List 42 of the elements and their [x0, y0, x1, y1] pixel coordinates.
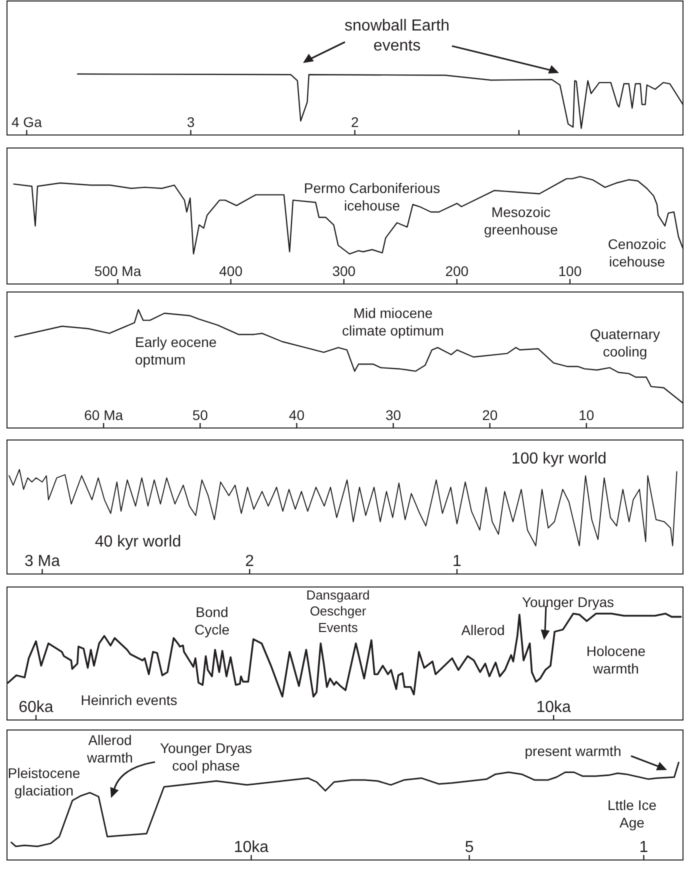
text: present warmth: [524, 742, 622, 759]
x-tick-label: 10ka: [536, 699, 572, 716]
x-tick-label: 500 Ma: [94, 263, 142, 279]
annotation: Mid miocene climate optimum: [342, 305, 444, 339]
annotation: Holocene warmth: [586, 643, 646, 677]
annotation: 40 kyr world: [94, 534, 182, 551]
annotation: Mesozoic greenhouse: [484, 204, 558, 238]
x-tick-label: 20: [482, 407, 498, 423]
x-tick-label: 30: [385, 407, 402, 423]
text: 100 kyr world: [511, 450, 607, 468]
annotation: Allerod: [461, 622, 505, 638]
x-tick-label: 1: [639, 839, 648, 856]
annotation: Bond Cycle: [194, 604, 230, 638]
annotation: Quaternary cooling: [590, 326, 660, 360]
annotation: Dansgaard Oeschger Events: [306, 587, 370, 635]
x-tick-label: 100: [558, 263, 582, 279]
annotation: Younger Dryas cool phase: [160, 740, 252, 774]
x-tick-label: 4 Ga: [12, 114, 42, 130]
x-tick-label: 3: [186, 114, 195, 130]
x-tick-label: 3 Ma: [24, 553, 60, 570]
annotation: Pleistocene glaciation: [8, 765, 80, 799]
annotation: Allerod warmth: [86, 732, 133, 766]
x-tick-label: 200: [445, 263, 469, 279]
x-tick-label: 50: [192, 407, 208, 423]
x-tick-label: 60 Ma: [84, 407, 124, 423]
x-tick-label: 1: [452, 553, 462, 570]
annotation: Cenozoic icehouse: [608, 236, 666, 270]
annotation: Heinrich events: [80, 692, 178, 708]
x-tick-label: 2: [350, 114, 359, 130]
x-tick-label: 60ka: [18, 699, 54, 716]
text: Younger Dryas: [522, 594, 614, 610]
x-tick-label: 40: [288, 407, 305, 423]
annotation: Lttle Ice Age: [607, 797, 657, 831]
x-tick-label: 5: [464, 839, 474, 856]
x-tick-label: 400: [219, 263, 243, 279]
annotation: Permo Carboniferious icehouse: [304, 180, 440, 214]
annotation: Early eocene optmum: [135, 334, 217, 368]
x-tick-label: 2: [245, 553, 254, 570]
text: snowball Earth events: [344, 18, 450, 55]
x-tick-label: 300: [332, 263, 356, 279]
x-tick-label: 10: [578, 407, 594, 423]
x-tick-label: 10ka: [234, 839, 269, 856]
